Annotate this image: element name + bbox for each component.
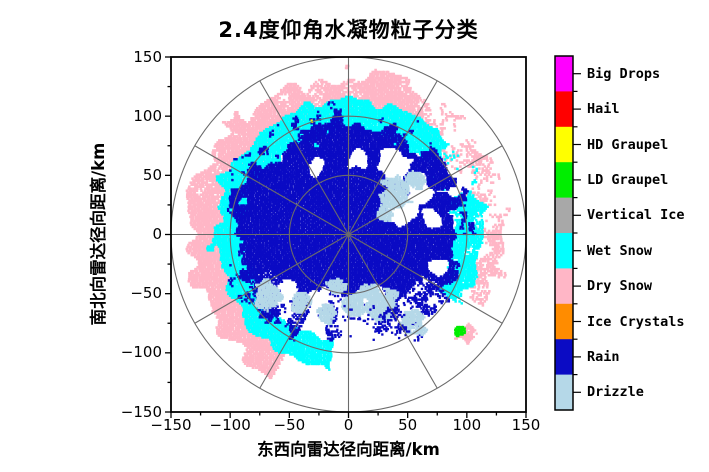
y-tick-label: 150: [133, 47, 162, 66]
y-tick-label: −50: [130, 284, 162, 303]
y-tick-label: 50: [142, 165, 162, 184]
x-tick-label: 150: [511, 416, 541, 434]
legend-label-ld_graupel: LD Graupel: [587, 171, 669, 188]
x-tick-label: −150: [150, 416, 192, 434]
legend-label-drizzle: Drizzle: [587, 384, 644, 401]
y-tick-label: −100: [120, 343, 162, 362]
legend-label-hail: Hail: [587, 101, 620, 118]
legend-label-dry_snow: Dry Snow: [587, 278, 653, 295]
x-tick-label: −50: [273, 416, 306, 434]
legend-label-wet_snow: Wet Snow: [587, 242, 653, 259]
x-tick-label: −100: [209, 416, 251, 434]
x-axis-label: 东西向雷达径向距离/km: [257, 440, 440, 459]
legend-label-ice_crystals: Ice Crystals: [587, 313, 685, 330]
chart-title: 2.4度仰角水凝物粒子分类: [218, 18, 479, 42]
legend-label-rain: Rain: [587, 348, 620, 365]
x-tick-label: 0: [343, 416, 354, 434]
y-tick-label: 0: [152, 225, 162, 243]
legend-label-hd_graupel: HD Graupel: [587, 136, 669, 153]
y-axis-label: 南北向雷达径向距离/km: [89, 142, 108, 326]
y-tick-label: −150: [120, 402, 162, 421]
legend-label-vertical_ice: Vertical Ice: [587, 207, 685, 224]
y-tick-label: 100: [133, 106, 162, 125]
x-tick-label: 100: [452, 416, 482, 434]
x-tick-label: 50: [398, 416, 418, 434]
legend-label-big_drops: Big Drops: [587, 65, 661, 82]
